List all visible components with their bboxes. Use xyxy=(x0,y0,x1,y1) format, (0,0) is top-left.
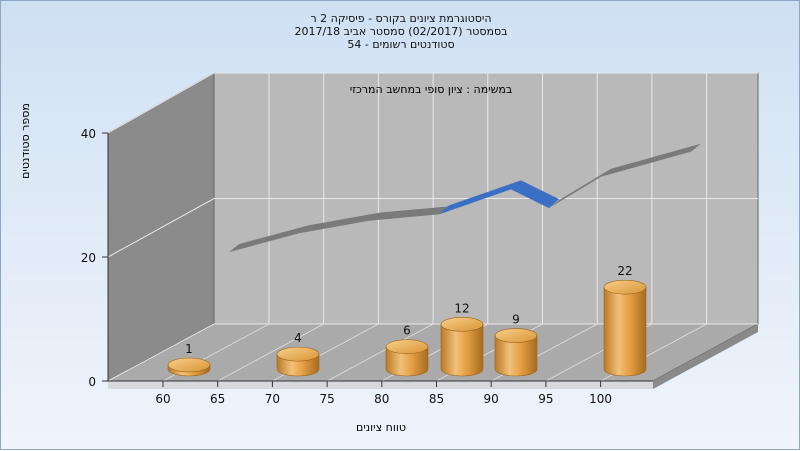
bar-top-80 xyxy=(385,339,429,354)
x-tick-label-90: 90 xyxy=(484,392,499,406)
data-label-90: 9 xyxy=(512,313,520,327)
gridline-y-20 xyxy=(107,198,758,258)
bar-80 xyxy=(385,339,429,377)
chart-title: היסטוגרמת ציונים בקורס - פיסיקה 2 ר xyxy=(310,12,492,25)
data-label-85: 12 xyxy=(454,301,469,315)
x-tick-label-95: 95 xyxy=(538,392,553,406)
bar-top-70 xyxy=(276,346,320,362)
x-tick-label-75: 75 xyxy=(319,392,334,406)
y-tick-label-0: 0 xyxy=(88,375,96,389)
x-tick-label-60: 60 xyxy=(155,392,170,406)
trend-ribbon-gray xyxy=(229,206,449,253)
bar-top-85 xyxy=(440,317,484,332)
x-tick-label-65: 65 xyxy=(210,392,225,406)
x-tick-label-85: 85 xyxy=(429,392,444,406)
bar-top-90 xyxy=(494,328,538,343)
trend-ribbon-gray-end xyxy=(549,143,701,209)
floor-front-edge xyxy=(108,381,653,389)
bar-body-85 xyxy=(440,324,484,377)
bar-top-60 xyxy=(167,357,211,373)
bar-body-90 xyxy=(494,335,538,377)
y-tick-label-40: 40 xyxy=(81,127,96,141)
floor-edge xyxy=(653,324,758,389)
x-tick-label-70: 70 xyxy=(265,392,280,406)
registered-students: סטודנטים רשומים - 54 xyxy=(347,38,455,51)
floor-gridline-1 xyxy=(217,323,324,382)
y-tick-label-20: 20 xyxy=(81,251,96,265)
bar-60 xyxy=(167,357,211,377)
x-axis-label: טווח ציונים xyxy=(356,421,406,434)
floor-gridline-3 xyxy=(326,323,434,382)
bar-100 xyxy=(603,279,647,377)
bar-top-100 xyxy=(603,279,647,295)
data-label-60: 1 xyxy=(185,342,193,356)
task-label: במשימה : ציון סופי במחשב המרכזי xyxy=(349,83,513,96)
gridline-y-0 xyxy=(107,323,758,382)
bar-70 xyxy=(276,346,320,377)
data-label-100: 22 xyxy=(617,264,632,278)
bar-85 xyxy=(440,317,484,377)
bar-body-80 xyxy=(385,346,429,377)
x-tick-label-80: 80 xyxy=(374,392,389,406)
x-tick-label-100: 100 xyxy=(589,392,612,406)
data-label-70: 4 xyxy=(294,331,302,345)
trend-ribbon-blue xyxy=(439,180,559,215)
data-label-80: 6 xyxy=(403,324,411,338)
bar-body-100 xyxy=(603,286,647,377)
chart-subtitle: בסמסטר (02/2017) סמסטר אביב 2017/18 xyxy=(294,25,508,38)
gridline-y-40 xyxy=(107,72,758,134)
y-axis-label: מספר סטודנטים xyxy=(19,103,32,179)
bar-90 xyxy=(494,328,538,377)
